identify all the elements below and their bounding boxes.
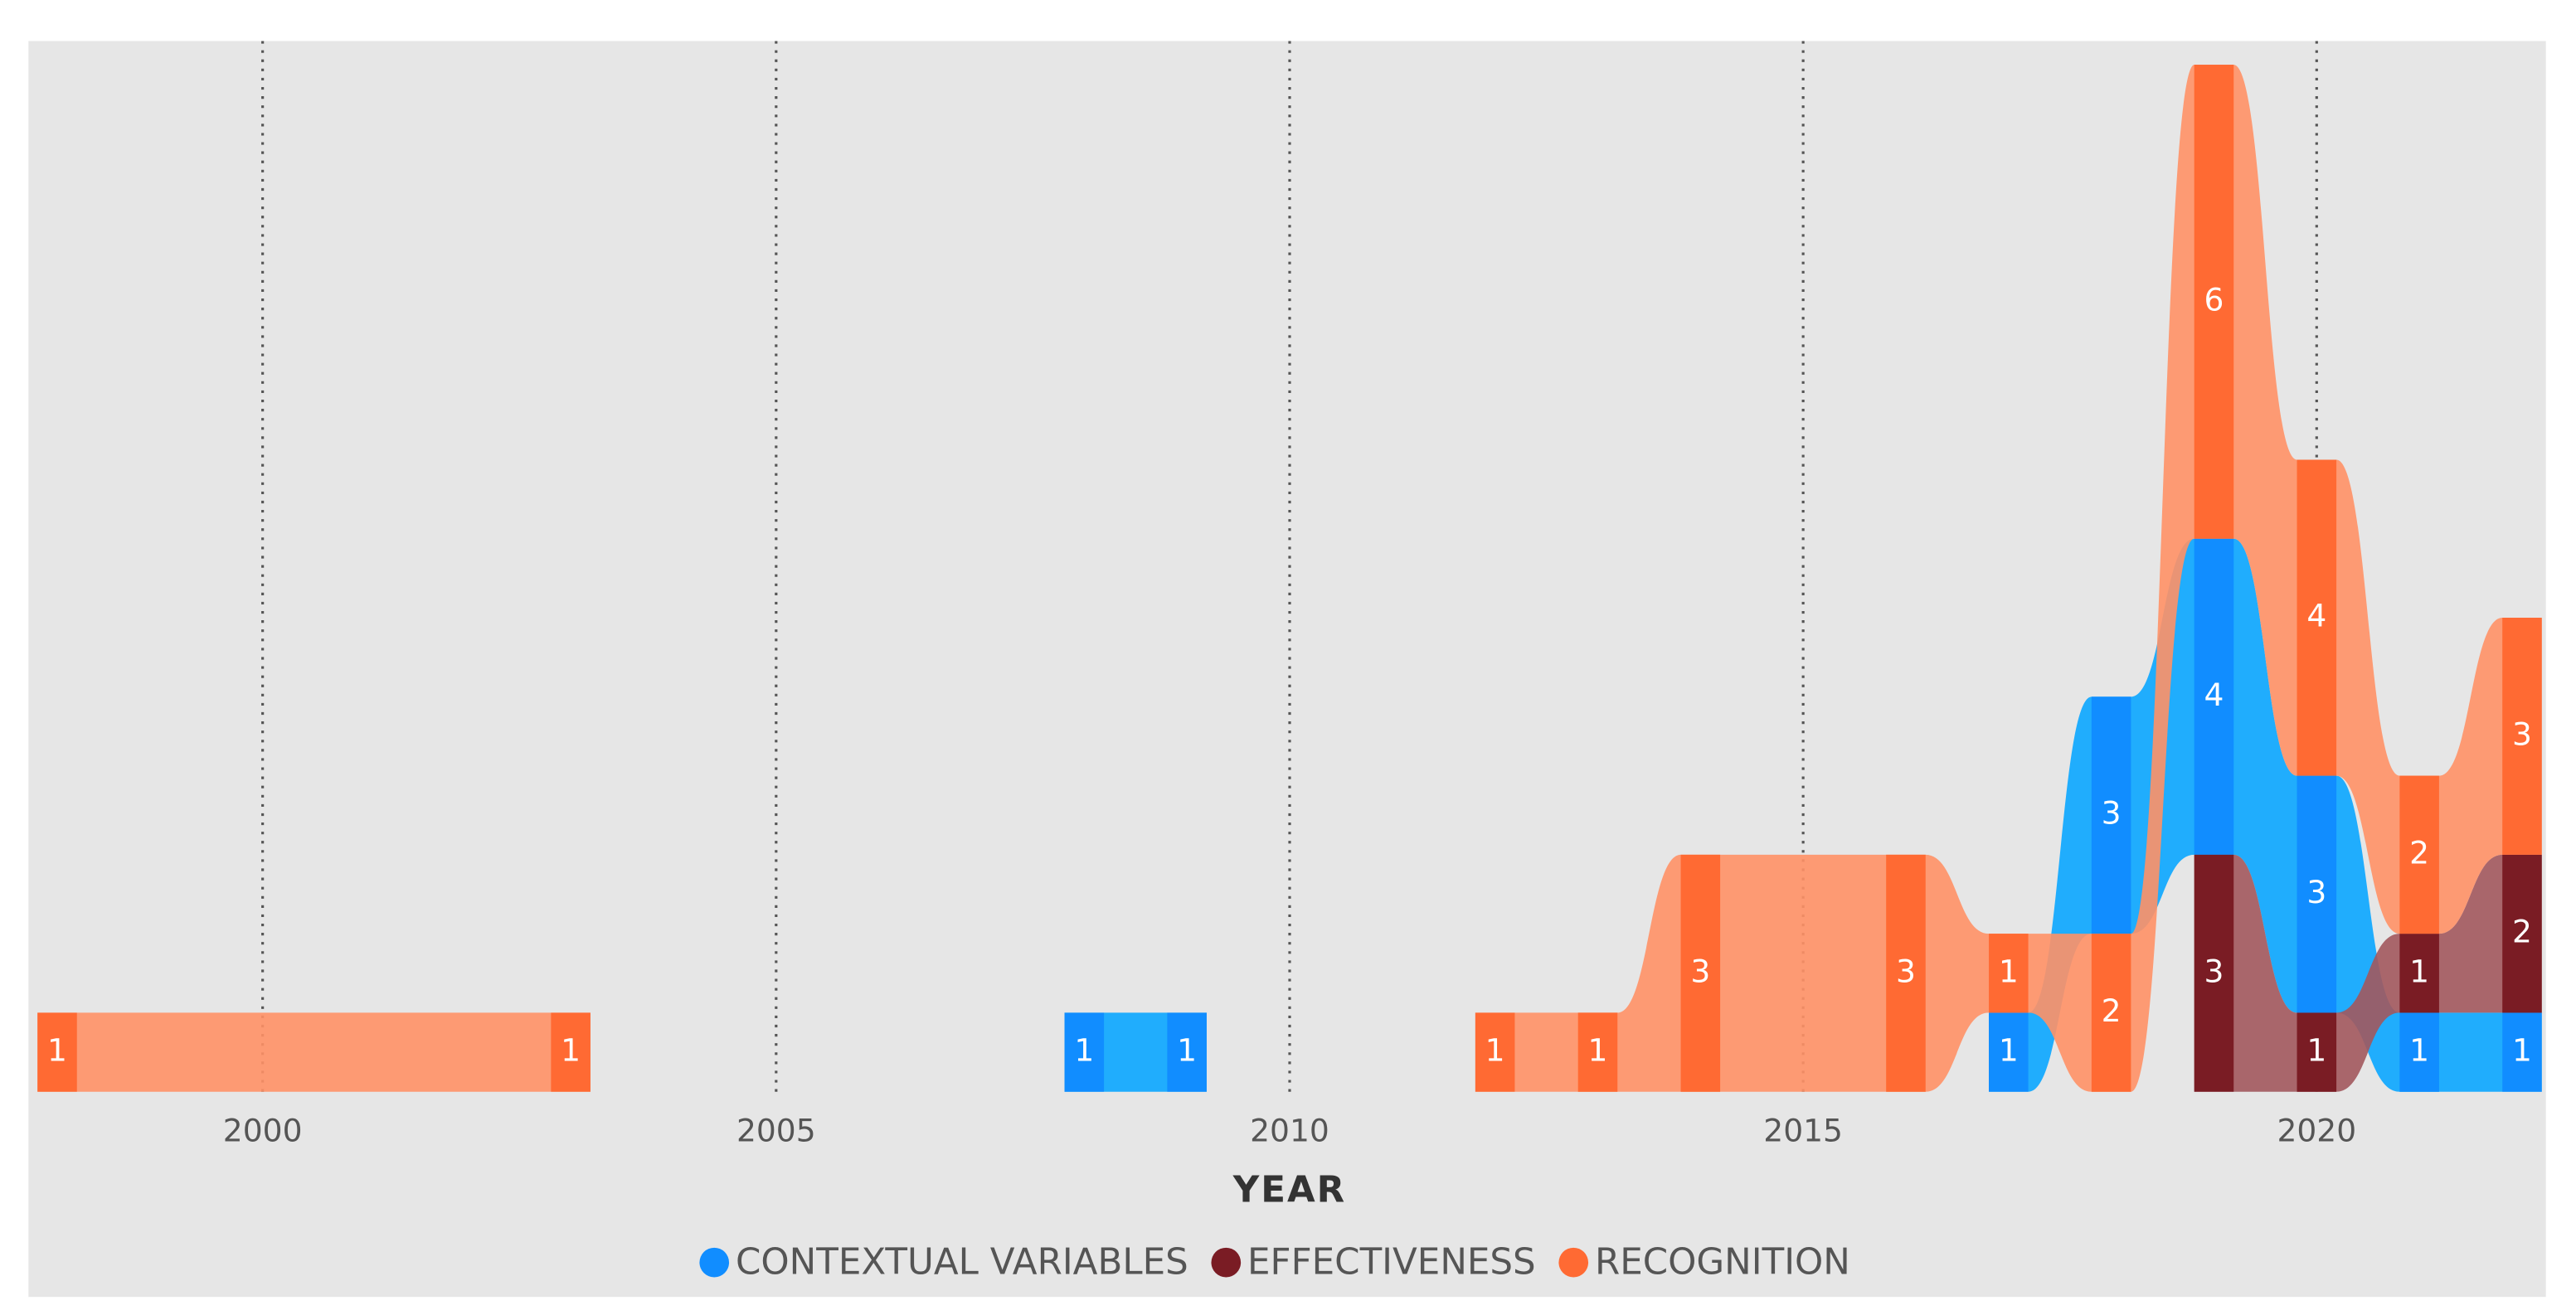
data-label: 1 bbox=[1074, 1032, 1094, 1069]
data-label: 3 bbox=[1896, 953, 1916, 989]
bar bbox=[2091, 934, 2131, 1092]
bar bbox=[1064, 1012, 1105, 1092]
data-label: 1 bbox=[1177, 1032, 1197, 1069]
bar bbox=[1989, 1012, 2029, 1092]
ribbon bbox=[37, 1012, 591, 1092]
x-tick-label: 2000 bbox=[223, 1113, 303, 1149]
bar bbox=[1886, 854, 1926, 1092]
bar bbox=[2091, 696, 2131, 934]
bar bbox=[551, 1012, 591, 1092]
x-axis-title: YEAR bbox=[1232, 1169, 1346, 1211]
bar bbox=[1167, 1012, 1207, 1092]
data-label: 3 bbox=[2512, 716, 2532, 752]
bar bbox=[2297, 459, 2337, 776]
data-label: 1 bbox=[47, 1032, 67, 1069]
bar bbox=[2194, 65, 2234, 539]
data-label: 1 bbox=[2306, 1032, 2326, 1069]
bar bbox=[1577, 1012, 1618, 1092]
bar bbox=[2399, 775, 2439, 934]
data-label: 1 bbox=[2409, 953, 2429, 989]
data-label: 1 bbox=[2512, 1032, 2532, 1069]
data-label: 4 bbox=[2204, 677, 2224, 713]
ribbon bbox=[1680, 854, 1926, 1092]
data-label: 6 bbox=[2204, 281, 2224, 318]
data-label: 3 bbox=[2306, 874, 2326, 910]
bar bbox=[1475, 1012, 1515, 1092]
bar bbox=[37, 1012, 77, 1092]
bar bbox=[2297, 775, 2337, 1013]
data-label: 1 bbox=[1588, 1032, 1608, 1069]
legend-marker bbox=[1211, 1247, 1242, 1278]
data-label: 1 bbox=[1999, 953, 2019, 989]
x-tick-label: 2015 bbox=[1763, 1113, 1843, 1149]
data-label: 1 bbox=[1999, 1032, 2019, 1069]
data-label: 2 bbox=[2409, 834, 2429, 871]
data-label: 1 bbox=[1485, 1032, 1505, 1069]
legend-label: EFFECTIVENESS bbox=[1247, 1242, 1536, 1283]
bar bbox=[2399, 934, 2439, 1013]
data-label: 4 bbox=[2306, 598, 2326, 634]
data-label: 1 bbox=[2409, 1032, 2429, 1069]
bar bbox=[2297, 1012, 2337, 1092]
legend-label: RECOGNITION bbox=[1595, 1242, 1850, 1283]
bar bbox=[1989, 934, 2029, 1013]
data-label: 1 bbox=[561, 1032, 581, 1069]
bar bbox=[2502, 854, 2542, 1013]
bar bbox=[2502, 1012, 2542, 1092]
bar bbox=[2194, 854, 2234, 1092]
data-label: 3 bbox=[2102, 795, 2122, 832]
x-tick-label: 2020 bbox=[2277, 1113, 2356, 1149]
bar bbox=[2502, 618, 2542, 855]
legend-label: CONTEXTUAL VARIABLES bbox=[736, 1242, 1188, 1283]
legend-marker bbox=[699, 1247, 730, 1278]
x-tick-label: 2005 bbox=[736, 1113, 816, 1149]
legend-marker bbox=[1558, 1247, 1589, 1278]
bar bbox=[2399, 1012, 2439, 1092]
data-label: 3 bbox=[2204, 953, 2224, 989]
data-label: 3 bbox=[1690, 953, 1710, 989]
x-tick-label: 2010 bbox=[1250, 1113, 1329, 1149]
bar bbox=[2194, 538, 2234, 855]
data-label: 2 bbox=[2102, 992, 2122, 1029]
data-label: 2 bbox=[2512, 914, 2532, 950]
bar bbox=[1680, 854, 1721, 1092]
